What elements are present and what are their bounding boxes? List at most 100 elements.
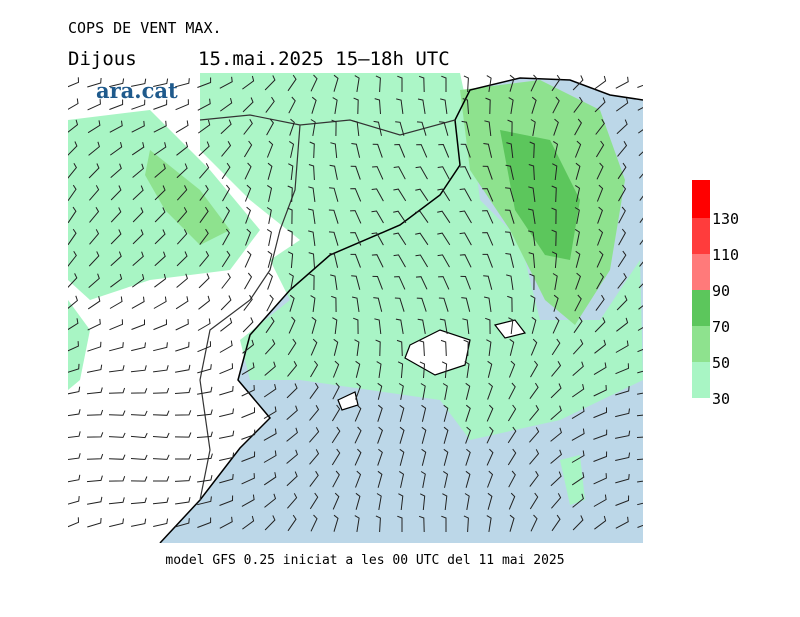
wind-barb — [355, 382, 361, 400]
wind-barb — [617, 162, 627, 180]
wind-barb — [529, 273, 535, 291]
wind-barb — [310, 360, 319, 378]
wind-barb — [154, 207, 166, 223]
wind-barb — [199, 251, 210, 267]
gust-30 — [560, 455, 585, 505]
wind-barb — [441, 515, 447, 532]
wind-barb — [615, 76, 629, 89]
wind-barb — [484, 120, 492, 137]
wind-barb — [508, 382, 516, 400]
wind-barb — [152, 432, 170, 439]
wind-barb — [329, 187, 339, 202]
wind-barb — [242, 515, 255, 530]
wind-barb — [395, 121, 405, 136]
wind-barb — [130, 388, 148, 394]
wind-barb — [617, 250, 627, 268]
wind-barb — [241, 494, 255, 507]
wind-barb — [571, 406, 585, 420]
wind-barb — [266, 118, 275, 136]
wind-barb — [530, 514, 538, 532]
wind-barb — [68, 431, 81, 438]
wind-barb — [87, 517, 102, 528]
wind-barb — [68, 363, 80, 373]
wind-barb — [462, 318, 470, 335]
wind-barb — [197, 77, 212, 88]
wind-barb — [219, 452, 235, 461]
wind-barb — [530, 338, 538, 356]
wind-barb — [529, 449, 540, 465]
wind-barb — [68, 318, 79, 331]
wind-barb — [130, 410, 148, 416]
wind-barb — [393, 188, 407, 202]
wind-barb — [310, 295, 316, 312]
legend-swatch — [692, 254, 710, 290]
wind-barb — [174, 410, 192, 416]
wind-barb — [483, 275, 493, 290]
wind-barb — [132, 251, 144, 266]
wind-barb — [152, 410, 170, 416]
legend-swatch — [692, 290, 710, 326]
wind-barb — [573, 316, 583, 334]
wind-barb — [110, 207, 122, 223]
title: COPS DE VENT MAX. — [68, 19, 222, 37]
wind-barb — [263, 383, 277, 398]
wind-barb — [443, 426, 449, 444]
legend-swatch — [692, 180, 710, 218]
wind-barb — [572, 361, 584, 376]
wind-barb — [332, 382, 340, 400]
wind-barb — [153, 99, 168, 110]
wind-barb — [551, 74, 561, 92]
wind-barb — [508, 492, 516, 510]
wind-barb — [220, 119, 232, 135]
wind-barb — [437, 210, 451, 224]
wind-barb — [289, 294, 295, 312]
wind-barb — [287, 493, 298, 509]
wind-barb — [89, 206, 100, 223]
wind-barb — [198, 295, 211, 310]
wind-barb — [267, 272, 273, 290]
wind-barb — [637, 524, 643, 528]
wind-barb — [393, 166, 406, 180]
wind-barb — [415, 232, 429, 246]
wind-barb — [311, 96, 317, 114]
wind-barb — [597, 206, 603, 224]
wind-barb — [110, 273, 123, 288]
wind-barb — [68, 496, 80, 505]
wind-barb — [377, 470, 383, 488]
wind-barb — [287, 360, 298, 377]
wind-barb — [266, 140, 274, 158]
wind-barb — [221, 140, 232, 157]
wind-barb — [333, 338, 339, 356]
wind-barb — [463, 339, 469, 357]
wind-barb — [465, 448, 471, 466]
wind-barb — [594, 339, 607, 354]
wind-barb — [132, 273, 145, 288]
wind-barb — [263, 450, 277, 463]
wind-barb — [508, 317, 514, 335]
wind-barb — [465, 426, 471, 444]
wind-barb — [415, 166, 428, 180]
wind-barb — [87, 77, 102, 88]
wind-barb — [593, 362, 607, 376]
wind-barb — [264, 515, 276, 531]
wind-barb — [638, 151, 643, 157]
wind-barb — [421, 448, 427, 466]
wind-barb — [243, 140, 253, 158]
wind-barb — [153, 342, 168, 352]
wind-barb — [110, 163, 122, 178]
wind-barb — [199, 163, 210, 179]
wind-barb — [87, 341, 102, 352]
wind-barb — [615, 516, 629, 529]
wind-barb — [530, 360, 539, 378]
wind-barb — [310, 74, 318, 92]
wind-barb — [397, 75, 403, 92]
wind-barb — [394, 143, 406, 158]
wind-barb — [221, 250, 231, 268]
wind-barb — [440, 98, 448, 114]
wind-barb — [507, 404, 517, 422]
wind-barb — [571, 450, 585, 463]
wind-barb — [88, 251, 100, 267]
wind-barb — [441, 361, 448, 379]
wind-barb — [399, 470, 405, 488]
wind-barb — [132, 229, 144, 245]
